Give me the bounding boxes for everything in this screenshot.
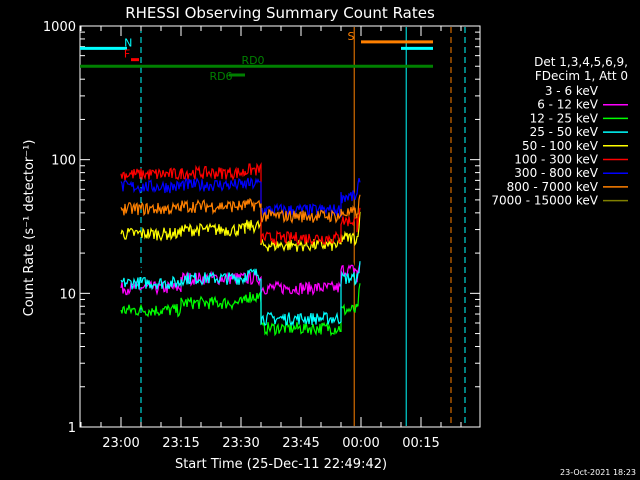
legend-label: 800 - 7000 keV: [507, 180, 599, 194]
x-tick-label: 00:15: [402, 436, 439, 451]
x-tick-label: 23:15: [162, 436, 199, 451]
x-tick-label: 23:45: [282, 436, 319, 451]
x-tick-label: 23:00: [102, 436, 139, 451]
series-line-0: [120, 236, 361, 281]
footer-timestamp: 23-Oct-2021 18:23: [560, 468, 636, 477]
plot-lines: [120, 27, 466, 426]
y-tick-label: 1: [68, 421, 76, 436]
x-axis-label: Start Time (25-Dec-11 22:49:42): [175, 457, 387, 472]
y-tick-label: 10: [59, 287, 76, 302]
chart-title: RHESSI Observing Summary Count Rates: [125, 4, 435, 22]
legend-label: 100 - 300 keV: [514, 153, 598, 167]
series-line-7: [120, 194, 361, 225]
flag-label: RD6: [209, 70, 232, 83]
flag-label: F: [124, 48, 130, 61]
legend-label: 7000 - 15000 keV: [491, 194, 598, 208]
legend-label: 12 - 25 keV: [530, 111, 599, 125]
flag-label: RD0: [241, 54, 264, 67]
legend-label: 3 - 6 keV: [545, 84, 599, 98]
series-line-6: [120, 176, 361, 218]
series-line-2: [120, 283, 361, 337]
y-axis-label: Count Rate (s⁻¹ detector⁻¹): [22, 140, 37, 317]
x-tick-label: 23:30: [222, 436, 259, 451]
flag-bars: NF RD0 RD6 S: [80, 30, 433, 83]
y-tick-label: 100: [51, 154, 76, 169]
series-line-5: [120, 161, 361, 246]
plot-axes: 1 10 100 1000 23:00 23:15 23:30 23:45 00:00 00:15: [43, 20, 481, 451]
y-tick-label: 1000: [43, 20, 76, 35]
legend-label: 6 - 12 keV: [537, 98, 599, 112]
series-line-4: [120, 211, 361, 252]
flag-label: S: [348, 30, 355, 43]
legend-label: 50 - 100 keV: [522, 139, 599, 153]
x-tick-label: 00:00: [342, 436, 379, 451]
legend-label: 25 - 50 keV: [530, 125, 599, 139]
series-line-3: [120, 261, 361, 327]
legend-label: 300 - 800 keV: [514, 166, 598, 180]
flag-label: N: [124, 36, 132, 49]
plot-frame: [79, 25, 481, 428]
legend-header-line-1: Det 1,3,4,5,6,9,: [534, 55, 628, 69]
legend-header-line-2: FDecim 1, Att 0: [535, 69, 628, 83]
